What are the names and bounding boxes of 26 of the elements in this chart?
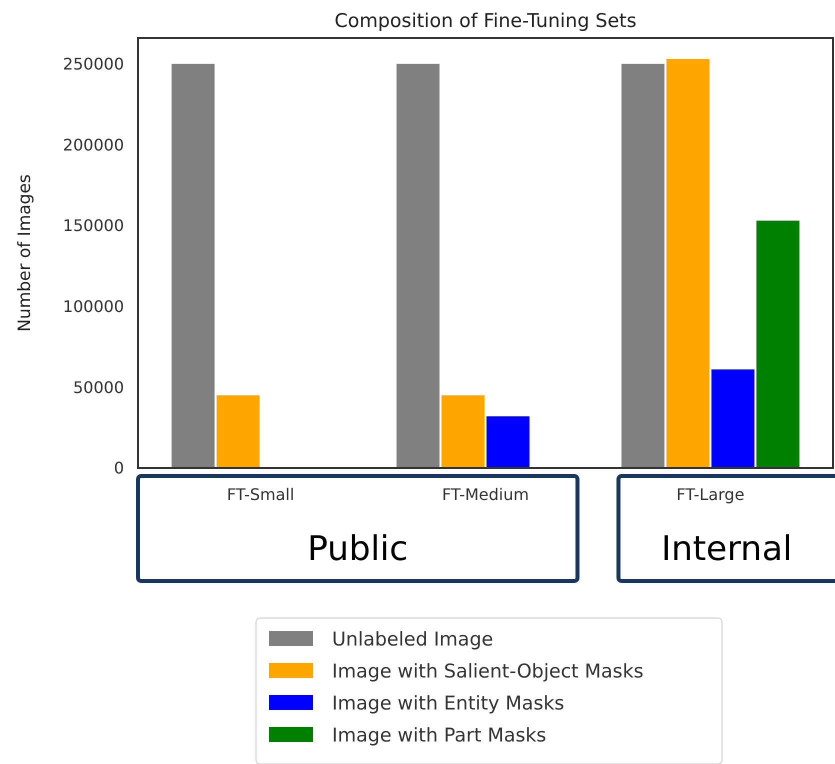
- y-axis-title: Number of Images: [15, 174, 35, 332]
- chart-title: Composition of Fine-Tuning Sets: [334, 10, 637, 32]
- bar: [442, 395, 484, 468]
- legend-label: Image with Part Masks: [332, 724, 546, 747]
- bar: [711, 369, 754, 468]
- bar: [756, 220, 800, 468]
- y-tick-label: 0: [114, 458, 124, 478]
- bar: [172, 64, 215, 468]
- y-tick-label: 50000: [73, 378, 124, 397]
- legend-label: Image with Salient-Object Masks: [332, 660, 644, 683]
- bar: [486, 416, 530, 468]
- legend-label: Unlabeled Image: [332, 628, 494, 651]
- x-tick-label: FT-Large: [676, 485, 744, 504]
- x-tick-label: FT-Small: [226, 485, 294, 504]
- bar: [621, 64, 664, 468]
- y-tick-label: 200000: [62, 135, 124, 154]
- bar: [216, 395, 260, 468]
- y-tick-label: 250000: [62, 54, 124, 74]
- legend-label: Image with Entity Masks: [332, 692, 564, 715]
- y-tick-label: 150000: [62, 216, 124, 236]
- bar: [396, 64, 440, 468]
- x-tick-label: FT-Medium: [442, 485, 529, 504]
- text: Public: [307, 529, 408, 569]
- y-tick-label: 100000: [62, 296, 124, 316]
- bar: [666, 59, 710, 468]
- text: Internal: [661, 529, 792, 569]
